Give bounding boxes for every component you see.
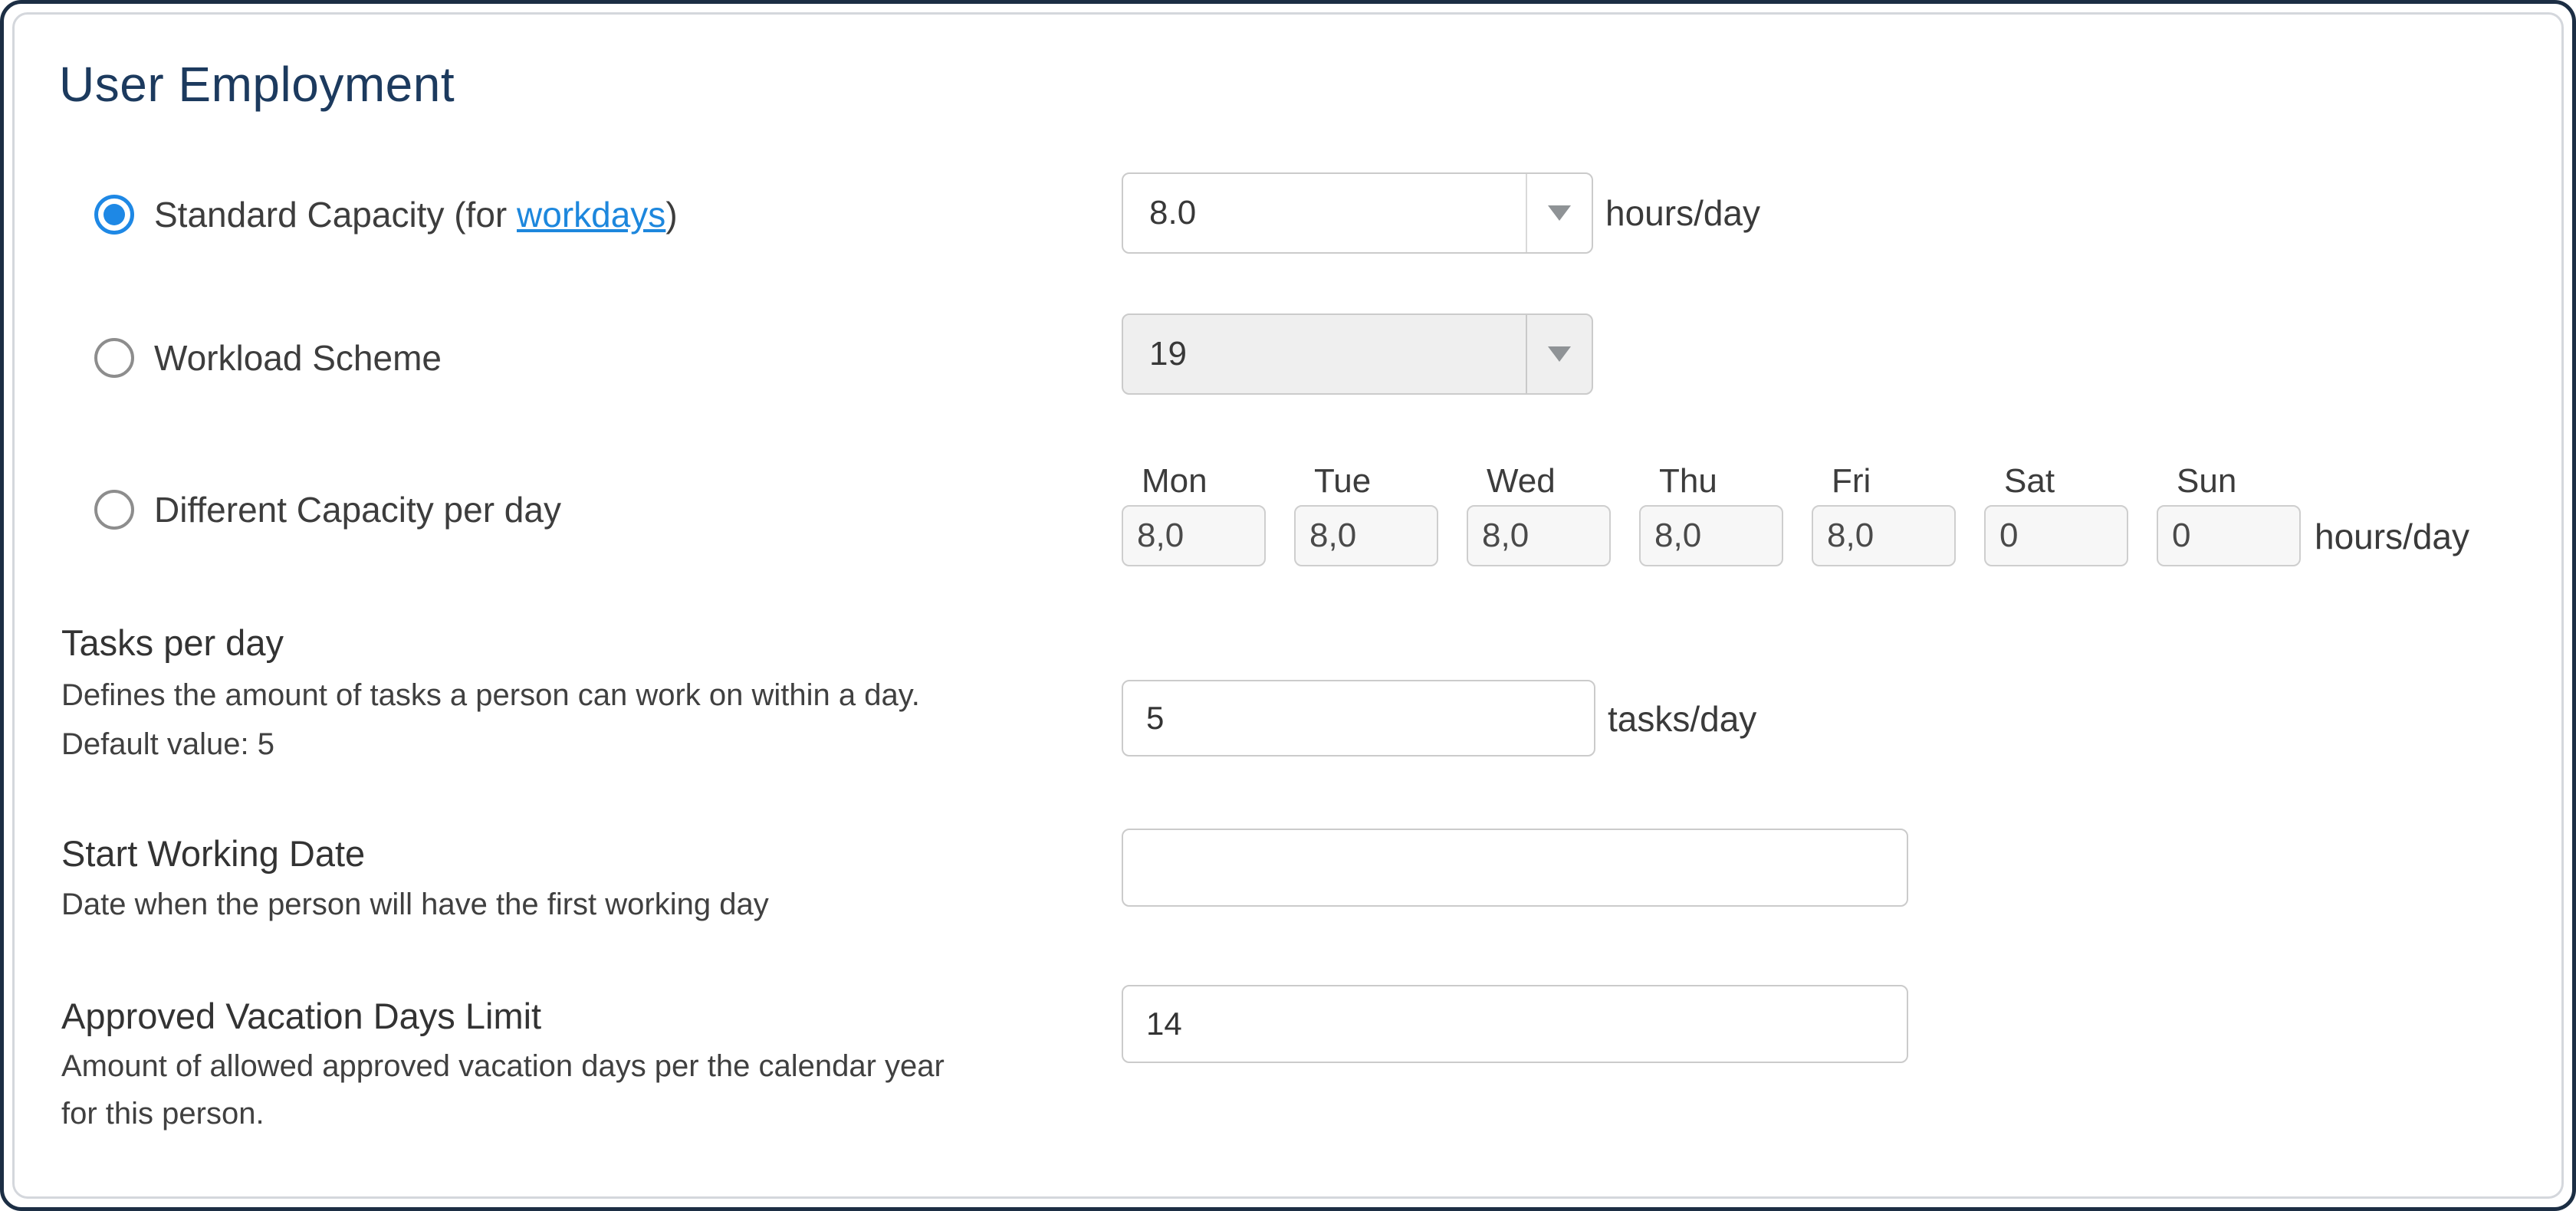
day-label-fri: Fri	[1832, 462, 1871, 500]
chevron-down-icon	[1548, 346, 1571, 362]
day-input-sun[interactable]	[2157, 505, 2301, 566]
day-input-fri[interactable]	[1812, 505, 1956, 566]
vacation-days-limit-input[interactable]	[1122, 985, 1908, 1063]
chevron-down-icon	[1548, 205, 1571, 221]
start-working-date-input[interactable]	[1122, 829, 1908, 907]
vacation-days-limit-description-line2: for this person.	[61, 1097, 264, 1131]
radio-selected-dot	[104, 204, 125, 225]
tasks-per-day-description-line1: Defines the amount of tasks a person can…	[61, 678, 920, 712]
start-working-date-heading: Start Working Date	[61, 833, 366, 874]
standard-capacity-unit: hours/day	[1605, 193, 1761, 233]
day-input-mon[interactable]	[1122, 505, 1266, 566]
workload-scheme-combobox	[1122, 313, 1593, 395]
standard-capacity-dropdown-button[interactable]	[1526, 174, 1592, 252]
day-label-tue: Tue	[1314, 462, 1372, 500]
different-capacity-label: Different Capacity per day	[154, 490, 561, 530]
workload-scheme-label: Workload Scheme	[154, 338, 442, 378]
standard-capacity-label: Standard Capacity (for workdays)	[154, 193, 678, 236]
tasks-per-day-input[interactable]	[1122, 680, 1595, 756]
day-label-sat: Sat	[2004, 462, 2055, 500]
standard-capacity-label-suffix: )	[665, 195, 678, 235]
different-capacity-unit: hours/day	[2315, 517, 2470, 556]
day-label-sun: Sun	[2177, 462, 2237, 500]
tasks-per-day-unit: tasks/day	[1608, 699, 1757, 739]
page-title: User Employment	[59, 57, 455, 112]
standard-capacity-input[interactable]	[1123, 174, 1526, 252]
vacation-days-limit-description-line1: Amount of allowed approved vacation days…	[61, 1049, 945, 1083]
workload-scheme-input[interactable]	[1123, 315, 1526, 393]
radio-workload-scheme[interactable]	[94, 338, 134, 378]
radio-different-capacity[interactable]	[94, 490, 134, 530]
vacation-days-limit-heading: Approved Vacation Days Limit	[61, 996, 542, 1036]
radio-standard-capacity[interactable]	[94, 195, 134, 235]
day-label-thu: Thu	[1659, 462, 1717, 500]
tasks-per-day-description-line2: Default value: 5	[61, 727, 274, 761]
standard-capacity-combobox	[1122, 172, 1593, 254]
day-label-wed: Wed	[1487, 462, 1556, 500]
day-label-mon: Mon	[1142, 462, 1208, 500]
day-input-sat[interactable]	[1984, 505, 2128, 566]
day-input-tue[interactable]	[1294, 505, 1438, 566]
workload-scheme-dropdown-button[interactable]	[1526, 315, 1592, 393]
day-input-wed[interactable]	[1467, 505, 1611, 566]
day-input-thu[interactable]	[1639, 505, 1783, 566]
tasks-per-day-heading: Tasks per day	[61, 622, 284, 663]
workdays-link[interactable]: workdays	[517, 195, 666, 235]
standard-capacity-label-prefix: Standard Capacity (for	[154, 195, 518, 235]
start-working-date-description: Date when the person will have the first…	[61, 888, 769, 921]
